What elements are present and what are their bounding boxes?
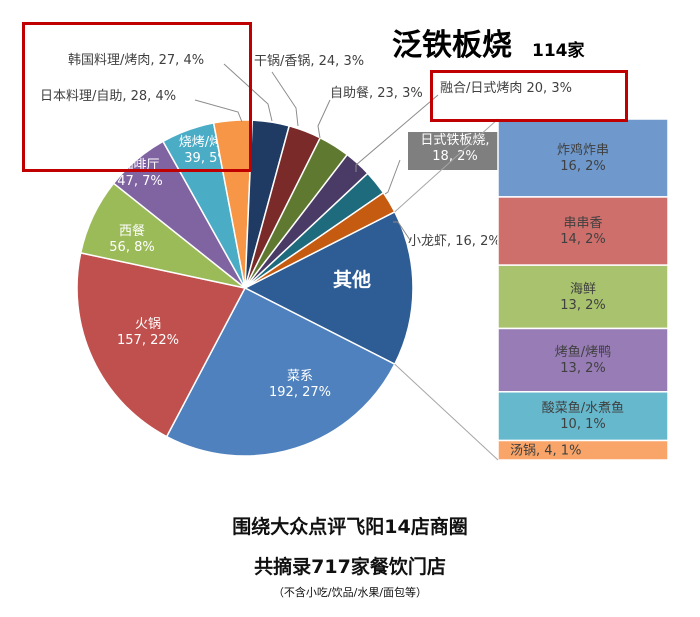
bar-data-label: 酸菜鱼/水煮鱼 10, 1% — [542, 400, 624, 432]
connector-line — [394, 118, 499, 213]
bar-segment — [497, 327, 669, 393]
pie-data-label: 菜系 192, 27% — [269, 369, 331, 400]
pie-data-label: 其他 — [333, 268, 371, 291]
pie-data-label: 西餐 56, 8% — [109, 223, 154, 255]
pie-data-label: 韩国料理/烤肉, 27, 4% — [68, 53, 204, 68]
bar-segment — [497, 264, 669, 330]
pie-slice — [243, 210, 414, 366]
pie-slice — [76, 251, 247, 438]
chart-title: 泛铁板烧 — [392, 28, 512, 63]
connector-line — [394, 363, 499, 461]
bar-segment — [497, 391, 669, 442]
pie-data-label: 融合/日式烤肉 20, 3% — [440, 81, 572, 96]
bar-segment — [497, 118, 669, 198]
bar-data-label: 烤鱼/烤鸭 13, 2% — [555, 344, 611, 376]
caption-line-1: 围绕大众点评飞阳14店商圈 — [232, 516, 468, 538]
bar-data-label: 海鲜 13, 2% — [560, 282, 605, 313]
pie-data-label: 日式铁板烧, 18, 2% — [420, 133, 489, 164]
caption-line-3: （不含小吃/饮品/水果/面包等） — [272, 586, 428, 599]
pie-data-label: 日本料理/自助, 28, 4% — [40, 89, 176, 104]
pie-data-label: 火锅 157, 22% — [117, 316, 179, 348]
leader-line — [271, 71, 299, 127]
bar-segment — [497, 439, 669, 461]
pie-data-label: 干锅/香锅, 24, 3% — [254, 53, 364, 69]
highlight-box-fusion-bbq — [430, 70, 628, 122]
data-label-background — [408, 132, 502, 170]
highlight-box-asian-bbq — [22, 22, 252, 172]
leader-line — [223, 63, 273, 122]
caption-line-2: 共摘录717家餐饮门店 — [254, 556, 446, 578]
leader-line — [381, 159, 401, 197]
bar-data-label: 炸鸡炸串 16, 2% — [557, 142, 609, 174]
pie-data-label: 自助餐, 23, 3% — [330, 85, 423, 101]
chart-title-count: 114家 — [532, 41, 585, 61]
leader-line — [393, 221, 411, 241]
leader-line — [355, 94, 439, 172]
pie-data-label: 小龙虾, 16, 2% — [408, 234, 501, 249]
bar-data-label: 汤锅, 4, 1% — [510, 442, 581, 458]
leader-line — [194, 99, 243, 123]
bar-segment — [497, 196, 669, 266]
leader-line — [317, 99, 331, 139]
bar-data-label: 串串香 14, 2% — [560, 216, 605, 247]
